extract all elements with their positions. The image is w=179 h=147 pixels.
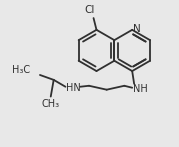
Text: H₃C: H₃C: [12, 65, 30, 75]
Text: Cl: Cl: [84, 5, 95, 15]
Text: NH: NH: [133, 84, 147, 94]
Text: N: N: [133, 24, 141, 34]
Text: HN: HN: [66, 83, 81, 93]
Text: CH₃: CH₃: [42, 99, 60, 109]
